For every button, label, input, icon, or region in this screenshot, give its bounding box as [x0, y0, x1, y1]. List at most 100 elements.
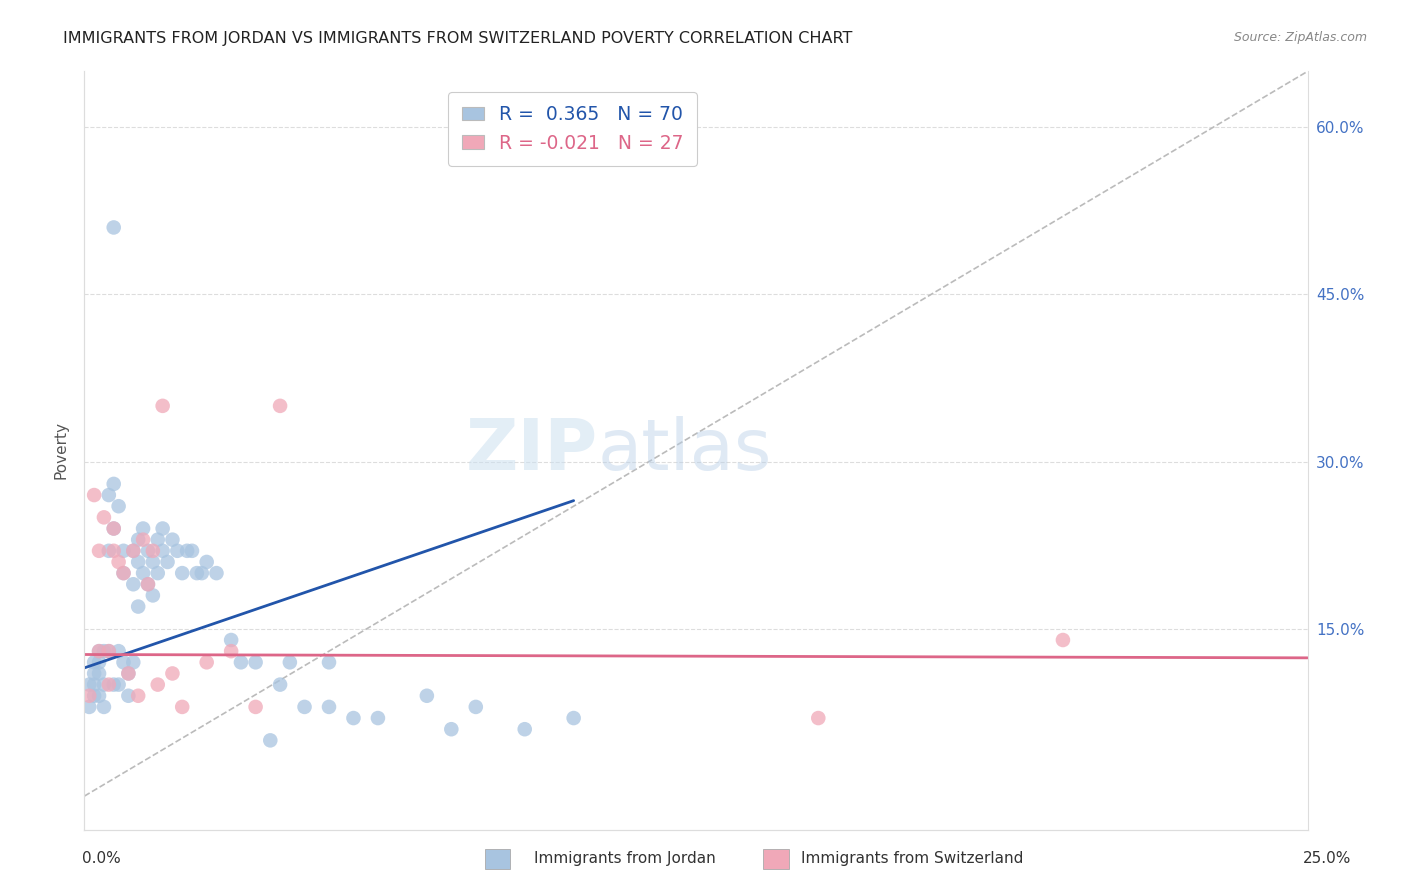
Point — [97, 678, 120, 692]
Point — [162, 533, 184, 547]
Point — [87, 644, 110, 658]
Point — [172, 699, 194, 714]
Point — [146, 678, 169, 692]
Point — [87, 644, 110, 658]
Text: Source: ZipAtlas.com: Source: ZipAtlas.com — [1233, 31, 1367, 45]
Point — [87, 544, 110, 558]
Point — [87, 655, 110, 669]
Point — [117, 689, 139, 703]
Point — [152, 399, 174, 413]
Point — [93, 678, 115, 692]
Point — [259, 733, 281, 747]
Point — [103, 544, 125, 558]
Text: atlas: atlas — [598, 416, 772, 485]
Point — [83, 666, 105, 681]
Y-axis label: Poverty: Poverty — [53, 421, 69, 480]
Text: 0.0%: 0.0% — [82, 851, 121, 865]
Point — [122, 544, 145, 558]
Point — [122, 655, 145, 669]
Point — [318, 655, 340, 669]
Point — [464, 699, 486, 714]
Point — [176, 544, 198, 558]
Point — [97, 644, 120, 658]
Point — [83, 488, 105, 502]
Point — [269, 399, 291, 413]
Point — [342, 711, 364, 725]
Point — [245, 655, 267, 669]
Point — [107, 555, 129, 569]
Point — [166, 544, 188, 558]
Point — [117, 666, 139, 681]
Point — [146, 566, 169, 581]
Point — [112, 566, 135, 581]
Point — [1052, 633, 1074, 648]
Point — [107, 500, 129, 514]
Point — [132, 522, 155, 536]
Point — [162, 666, 184, 681]
Point — [103, 522, 125, 536]
Point — [562, 711, 585, 725]
Point — [152, 522, 174, 536]
Point — [205, 566, 228, 581]
Point — [191, 566, 214, 581]
Point — [107, 644, 129, 658]
Point — [103, 476, 125, 491]
Point — [93, 699, 115, 714]
Point — [219, 644, 242, 658]
Point — [93, 644, 115, 658]
Point — [294, 699, 316, 714]
Point — [103, 220, 125, 235]
Point — [195, 655, 218, 669]
Point — [278, 655, 301, 669]
Point — [83, 655, 105, 669]
Point — [112, 544, 135, 558]
Point — [77, 699, 100, 714]
Point — [127, 689, 149, 703]
Point — [83, 678, 105, 692]
Point — [172, 566, 194, 581]
Text: IMMIGRANTS FROM JORDAN VS IMMIGRANTS FROM SWITZERLAND POVERTY CORRELATION CHART: IMMIGRANTS FROM JORDAN VS IMMIGRANTS FRO… — [63, 31, 852, 46]
Point — [229, 655, 252, 669]
Text: 25.0%: 25.0% — [1303, 851, 1351, 865]
Point — [97, 488, 120, 502]
Point — [219, 633, 242, 648]
Point — [269, 678, 291, 692]
Point — [127, 555, 149, 569]
Point — [112, 655, 135, 669]
Point — [367, 711, 389, 725]
Point — [136, 544, 159, 558]
Point — [87, 666, 110, 681]
Point — [103, 678, 125, 692]
Point — [195, 555, 218, 569]
Point — [136, 577, 159, 591]
Point — [107, 678, 129, 692]
Point — [93, 510, 115, 524]
Point — [77, 689, 100, 703]
Point — [122, 577, 145, 591]
Point — [136, 577, 159, 591]
Point — [132, 566, 155, 581]
Point — [318, 699, 340, 714]
Point — [245, 699, 267, 714]
Point — [807, 711, 830, 725]
Text: ZIP: ZIP — [465, 416, 598, 485]
Point — [97, 644, 120, 658]
Point — [142, 589, 165, 603]
Point — [122, 544, 145, 558]
Point — [416, 689, 439, 703]
Point — [127, 533, 149, 547]
Point — [142, 555, 165, 569]
Point — [142, 544, 165, 558]
Point — [181, 544, 204, 558]
Point — [132, 533, 155, 547]
Point — [127, 599, 149, 614]
Point — [146, 533, 169, 547]
Point — [103, 522, 125, 536]
Point — [440, 723, 463, 737]
Point — [513, 723, 536, 737]
Legend: R =  0.365   N = 70, R = -0.021   N = 27: R = 0.365 N = 70, R = -0.021 N = 27 — [449, 92, 697, 166]
Point — [77, 678, 100, 692]
Point — [87, 689, 110, 703]
Point — [112, 566, 135, 581]
Text: Immigrants from Switzerland: Immigrants from Switzerland — [801, 851, 1024, 865]
